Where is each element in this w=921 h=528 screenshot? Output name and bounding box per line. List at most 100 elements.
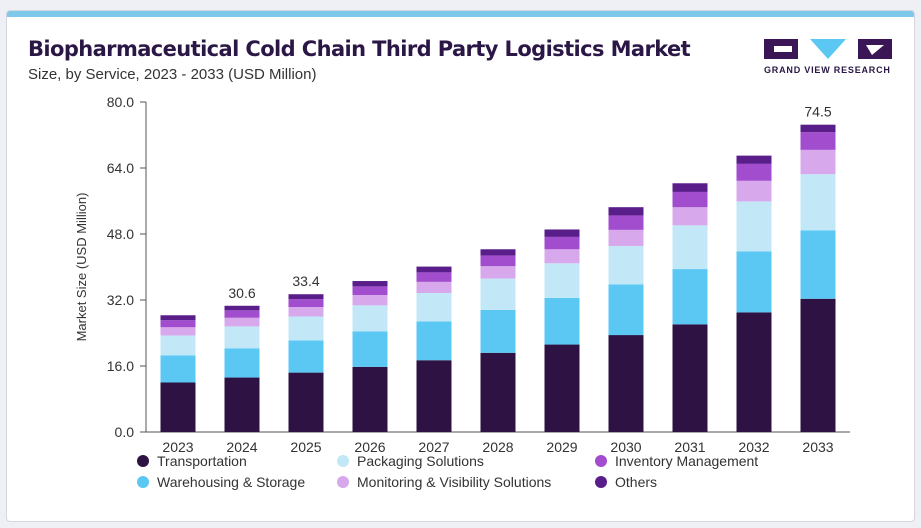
legend-label: Packaging Solutions [357, 453, 484, 469]
x-tick-label: 2027 [418, 439, 449, 455]
bar-segment [672, 324, 708, 432]
bar-segment [608, 229, 644, 246]
bar-segment [416, 321, 452, 361]
legend-swatch-icon [337, 476, 349, 488]
bar-segment [736, 201, 772, 252]
data-label: 33.4 [292, 273, 319, 289]
bar-segment [416, 292, 452, 322]
x-tick-label: 2028 [482, 439, 513, 455]
bar-segment [224, 317, 260, 327]
accent-bar [7, 11, 914, 17]
bar-segment [352, 286, 388, 296]
bar-segment [288, 340, 324, 373]
bar-segment [672, 183, 708, 192]
legend-item: Inventory Management [595, 453, 758, 469]
x-tick-label: 2025 [290, 439, 321, 455]
bar-segment [672, 225, 708, 270]
chart-title: Biopharmaceutical Cold Chain Third Party… [28, 37, 691, 61]
bar-segment [800, 298, 836, 432]
bar-segment [416, 266, 452, 273]
bar-segment [736, 155, 772, 164]
bar-segment [480, 352, 516, 432]
bar-segment [224, 348, 260, 378]
legend-label: Transportation [157, 453, 247, 469]
bar-segment [800, 149, 836, 175]
bar-segment [544, 229, 580, 237]
x-tick-label: 2024 [226, 439, 257, 455]
bar-segment [224, 305, 260, 311]
bar-segment [480, 249, 516, 256]
bar-segment [224, 310, 260, 318]
chart-subtitle: Size, by Service, 2023 - 2033 (USD Milli… [28, 66, 317, 83]
bar-segment [544, 344, 580, 432]
legend-swatch-icon [595, 476, 607, 488]
y-tick-label: 48.0 [107, 226, 134, 242]
y-tick-label: 64.0 [107, 160, 134, 176]
bar-segment [416, 360, 452, 432]
bar-segment [480, 309, 516, 353]
bar-segment [288, 294, 324, 300]
bar-segment [224, 326, 260, 349]
bar-segment [160, 327, 196, 336]
legend-label: Monitoring & Visibility Solutions [357, 474, 552, 490]
legend-swatch-icon [137, 455, 149, 467]
bar-segment [544, 263, 580, 298]
bar-segment [608, 245, 644, 285]
bar-segment [480, 266, 516, 279]
x-tick-label: 2030 [610, 439, 641, 455]
bar-segment [480, 255, 516, 267]
x-tick-label: 2026 [354, 439, 385, 455]
y-tick-label: 80.0 [107, 94, 134, 110]
legend-swatch-icon [137, 476, 149, 488]
bar-segment [544, 297, 580, 345]
bar-segment [736, 180, 772, 202]
bar-segment [416, 281, 452, 293]
bar-segment [608, 215, 644, 230]
bar-segment [544, 236, 580, 250]
x-tick-label: 2033 [802, 439, 833, 455]
bar-segment [160, 355, 196, 383]
bar-segment [160, 320, 196, 328]
bar-segment [608, 284, 644, 336]
x-tick-label: 2032 [738, 439, 769, 455]
legend-item: Warehousing & Storage [137, 474, 305, 490]
legend-item: Monitoring & Visibility Solutions [337, 474, 551, 490]
data-label: 30.6 [228, 285, 255, 301]
bar-segment [352, 366, 388, 432]
grand-view-research-logo-icon [764, 39, 892, 59]
bar-segment [352, 331, 388, 367]
bar-segment [352, 281, 388, 287]
chart-legend: Transportation Warehousing & Storage Packa… [137, 453, 837, 499]
bar-segment [288, 299, 324, 308]
bar-segment [800, 230, 836, 299]
logo-text: GRAND VIEW RESEARCH [764, 65, 891, 75]
bar-segment [288, 316, 324, 341]
y-tick-label: 16.0 [107, 358, 134, 374]
bar-segment [672, 207, 708, 226]
bar-segment [608, 335, 644, 432]
bar-segment [736, 312, 772, 432]
bar-segment [160, 335, 196, 356]
bar-segment [608, 207, 644, 216]
legend-label: Others [615, 474, 658, 490]
legend-label: Inventory Management [615, 453, 759, 469]
stacked-bar-chart: 0.0 16.0 32.0 48.0 64.0 80.0 Market Size (USD … [74, 94, 850, 455]
bar-segment [544, 249, 580, 264]
bar-segment [800, 174, 836, 231]
y-tick-label: 0.0 [115, 424, 135, 440]
legend-item: Packaging Solutions [337, 453, 484, 469]
bar-segment [352, 305, 388, 332]
y-axis-label: Market Size (USD Million) [74, 193, 89, 342]
bar-segment [288, 307, 324, 317]
x-tick-label: 2029 [546, 439, 577, 455]
bar-segment [800, 124, 836, 133]
bar-segment [288, 372, 324, 432]
bar-segment [160, 382, 196, 432]
y-tick-label: 32.0 [107, 292, 134, 308]
legend-item: Transportation [137, 453, 247, 469]
bar-segment [672, 269, 708, 325]
bar-segment [736, 251, 772, 313]
bar-segment [160, 315, 196, 321]
bar-segment [352, 295, 388, 306]
x-tick-label: 2031 [674, 439, 705, 455]
